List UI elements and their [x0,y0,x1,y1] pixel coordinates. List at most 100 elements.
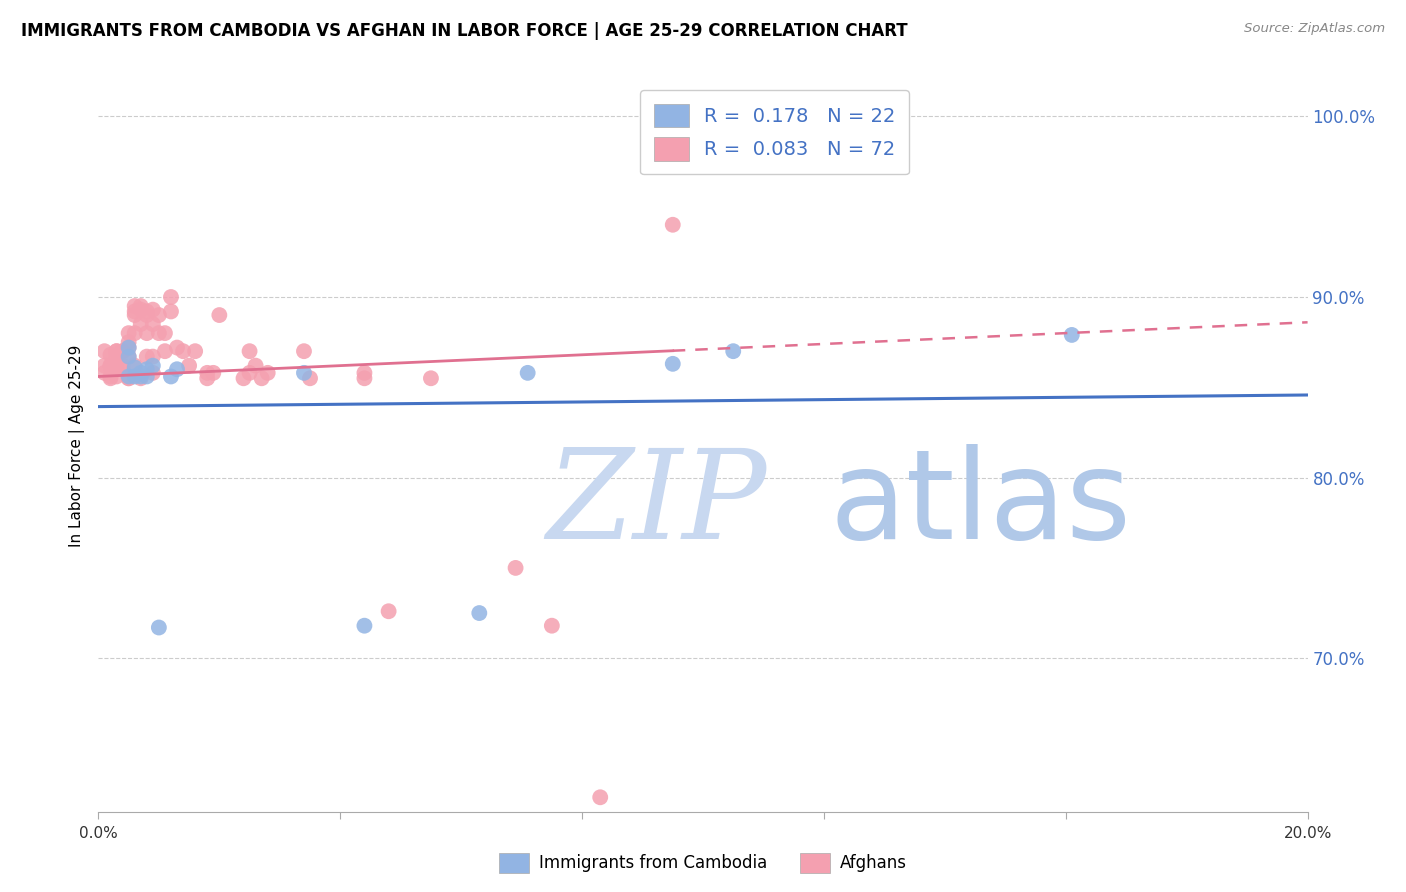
Point [184,344,207,359]
Point [118,371,141,385]
Point [420,371,443,385]
Point [118,341,141,355]
Point [93,359,115,373]
Point [661,357,683,371]
Point [118,369,141,384]
Point [179,359,201,373]
Point [100,359,122,373]
Point [166,341,188,355]
Point [124,369,146,384]
Point [160,290,183,304]
Text: 0.0%: 0.0% [79,826,118,841]
Point [124,360,146,375]
Text: ZIP: ZIP [546,443,766,566]
Point [118,371,141,385]
Point [135,326,157,340]
Point [353,371,375,385]
Point [589,790,612,805]
Point [148,326,170,340]
Point [135,369,157,384]
Point [105,362,128,376]
Point [148,308,170,322]
Point [100,371,122,385]
Point [540,618,562,632]
Point [245,359,267,373]
Point [172,344,194,359]
Point [93,366,115,380]
Point [105,344,128,359]
Point [93,344,115,359]
Point [160,304,183,318]
Point [353,366,375,380]
Point [468,606,491,620]
Point [124,326,146,340]
Point [239,366,262,380]
Point [160,369,183,384]
Point [377,604,399,618]
Point [129,371,152,385]
Point [292,366,315,380]
Point [142,350,165,364]
Text: Source: ZipAtlas.com: Source: ZipAtlas.com [1244,22,1385,36]
Point [239,344,262,359]
Point [124,359,146,373]
Point [1060,327,1083,342]
Point [124,299,146,313]
Point [111,359,134,373]
Point [111,344,134,359]
Point [208,308,231,322]
Point [195,371,218,385]
Point [135,304,157,318]
Point [135,350,157,364]
Legend: Immigrants from Cambodia, Afghans: Immigrants from Cambodia, Afghans [492,847,914,880]
Point [105,344,128,359]
Point [105,359,128,373]
Y-axis label: In Labor Force | Age 25-29: In Labor Force | Age 25-29 [69,345,86,547]
Point [129,299,152,313]
Point [129,317,152,331]
Point [516,366,538,380]
Point [129,369,152,384]
Point [723,344,745,359]
Point [135,362,157,376]
Point [142,302,165,317]
Point [142,366,165,380]
Point [153,344,176,359]
Text: atlas: atlas [830,444,1132,565]
Point [292,344,315,359]
Point [142,317,165,331]
Point [124,304,146,318]
Point [135,308,157,322]
Point [100,369,122,384]
Point [111,362,134,376]
Point [153,326,176,340]
Point [250,371,273,385]
Text: 20.0%: 20.0% [1284,826,1331,841]
Legend: R =  0.178   N = 22, R =  0.083   N = 72: R = 0.178 N = 22, R = 0.083 N = 72 [640,90,910,175]
Point [661,218,683,232]
Point [118,350,141,364]
Point [105,350,128,364]
Text: IMMIGRANTS FROM CAMBODIA VS AFGHAN IN LABOR FORCE | AGE 25-29 CORRELATION CHART: IMMIGRANTS FROM CAMBODIA VS AFGHAN IN LA… [21,22,908,40]
Point [353,618,375,632]
Point [100,359,122,373]
Point [202,366,225,380]
Point [118,326,141,340]
Point [256,366,278,380]
Point [299,371,322,385]
Point [148,620,170,634]
Point [111,344,134,359]
Point [100,348,122,362]
Point [124,308,146,322]
Point [118,341,141,355]
Point [232,371,254,385]
Point [129,366,152,380]
Point [166,362,188,376]
Point [118,350,141,364]
Point [195,366,218,380]
Point [105,369,128,384]
Point [118,335,141,350]
Point [142,359,165,373]
Point [129,302,152,317]
Point [505,561,527,575]
